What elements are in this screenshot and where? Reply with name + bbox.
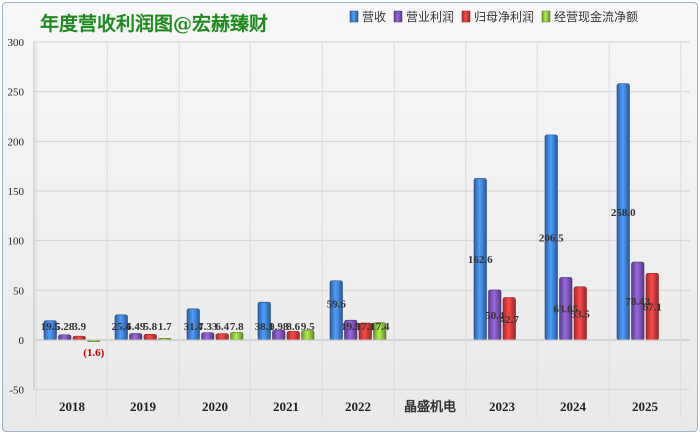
data-label: 5.28	[55, 321, 75, 333]
bar-1-0	[58, 334, 72, 341]
data-label: 19.9	[341, 321, 361, 333]
y-tick-label: 100	[8, 236, 25, 248]
legend-label: 经营现金流净额	[554, 9, 638, 24]
bar-2-0	[72, 335, 86, 341]
data-label: 258.0	[611, 207, 636, 219]
chart-title: 年度营收利润图@宏赫臻财	[40, 12, 268, 35]
data-label: 162.6	[468, 254, 493, 266]
x-tick-label: 2018	[59, 399, 86, 414]
data-label: 67.1	[643, 302, 662, 314]
legend-swatch	[461, 10, 471, 23]
y-tick-label: 150	[8, 186, 25, 198]
data-label: 9.5	[301, 321, 315, 333]
data-label: 53.5	[571, 308, 591, 320]
legend-swatch	[393, 10, 403, 23]
y-tick-label: -50	[9, 385, 24, 397]
data-label: 17.1	[356, 321, 375, 333]
data-label: 42.7	[500, 314, 520, 326]
data-label: 9.98	[269, 321, 289, 333]
bar-2-2	[215, 333, 229, 341]
x-axis: 2018 2019 2020 2021 2022 2023 2024 2025 晶盛机电	[34, 42, 690, 418]
x-tick-label: 2024	[560, 399, 587, 414]
legend-swatch	[349, 10, 359, 23]
data-label: 6.4	[215, 321, 229, 333]
data-label: 7.33	[198, 321, 218, 333]
data-labels: 19.5 25.4 31.4 38.1 59.6 162.6 206.5 258.0 5.28 6…	[41, 207, 662, 359]
x-tick-label: 2025	[632, 399, 659, 414]
y-axis: 300 250 200 150 100 50 0 -50	[8, 37, 35, 397]
x-tick-label: 2021	[273, 399, 299, 414]
x-tick-label: 2022	[345, 399, 371, 414]
data-label: (1.6)	[83, 347, 104, 359]
bar-3-2	[230, 331, 244, 341]
data-label: 50.4	[485, 310, 505, 322]
data-label: 59.6	[327, 298, 347, 310]
y-tick-label: 300	[8, 37, 25, 49]
company-name-label: 晶盛机电	[404, 399, 456, 415]
bar-2-1	[143, 333, 157, 341]
bar-1-1	[129, 333, 143, 341]
bars	[43, 83, 659, 342]
y-tick-label: 200	[8, 136, 25, 148]
y-tick-label: 250	[8, 87, 25, 99]
bar-1-2	[201, 332, 215, 341]
legend-label: 营收	[362, 10, 386, 24]
y-tick-label: 50	[13, 285, 25, 297]
x-tick-label: 2023	[489, 399, 516, 414]
legend-swatch	[541, 10, 551, 23]
data-label: 25.4	[112, 321, 132, 333]
data-label: 1.7	[158, 321, 172, 333]
data-label: 7.8	[230, 321, 244, 333]
legend: 营收 营业利润 归母净利润 经营现金流净额	[349, 9, 638, 24]
data-label: 31.4	[184, 321, 204, 333]
data-label: 3.9	[72, 321, 86, 333]
data-label: 17.4	[370, 321, 390, 333]
data-label: 38.1	[255, 321, 274, 333]
data-label: 63.05	[553, 304, 578, 316]
data-label: 5.8	[143, 321, 157, 333]
data-label: 19.5	[41, 321, 61, 333]
data-label: 206.5	[539, 232, 564, 244]
data-label: 6.49	[126, 321, 146, 333]
data-label: 78.43	[625, 296, 650, 308]
x-tick-label: 2019	[130, 399, 157, 414]
y-tick-label: 0	[19, 335, 25, 347]
x-tick-label: 2020	[202, 399, 228, 414]
legend-label: 归母净利润	[474, 10, 534, 24]
data-label: 8.6	[286, 321, 300, 333]
legend-label: 营业利润	[406, 10, 454, 24]
